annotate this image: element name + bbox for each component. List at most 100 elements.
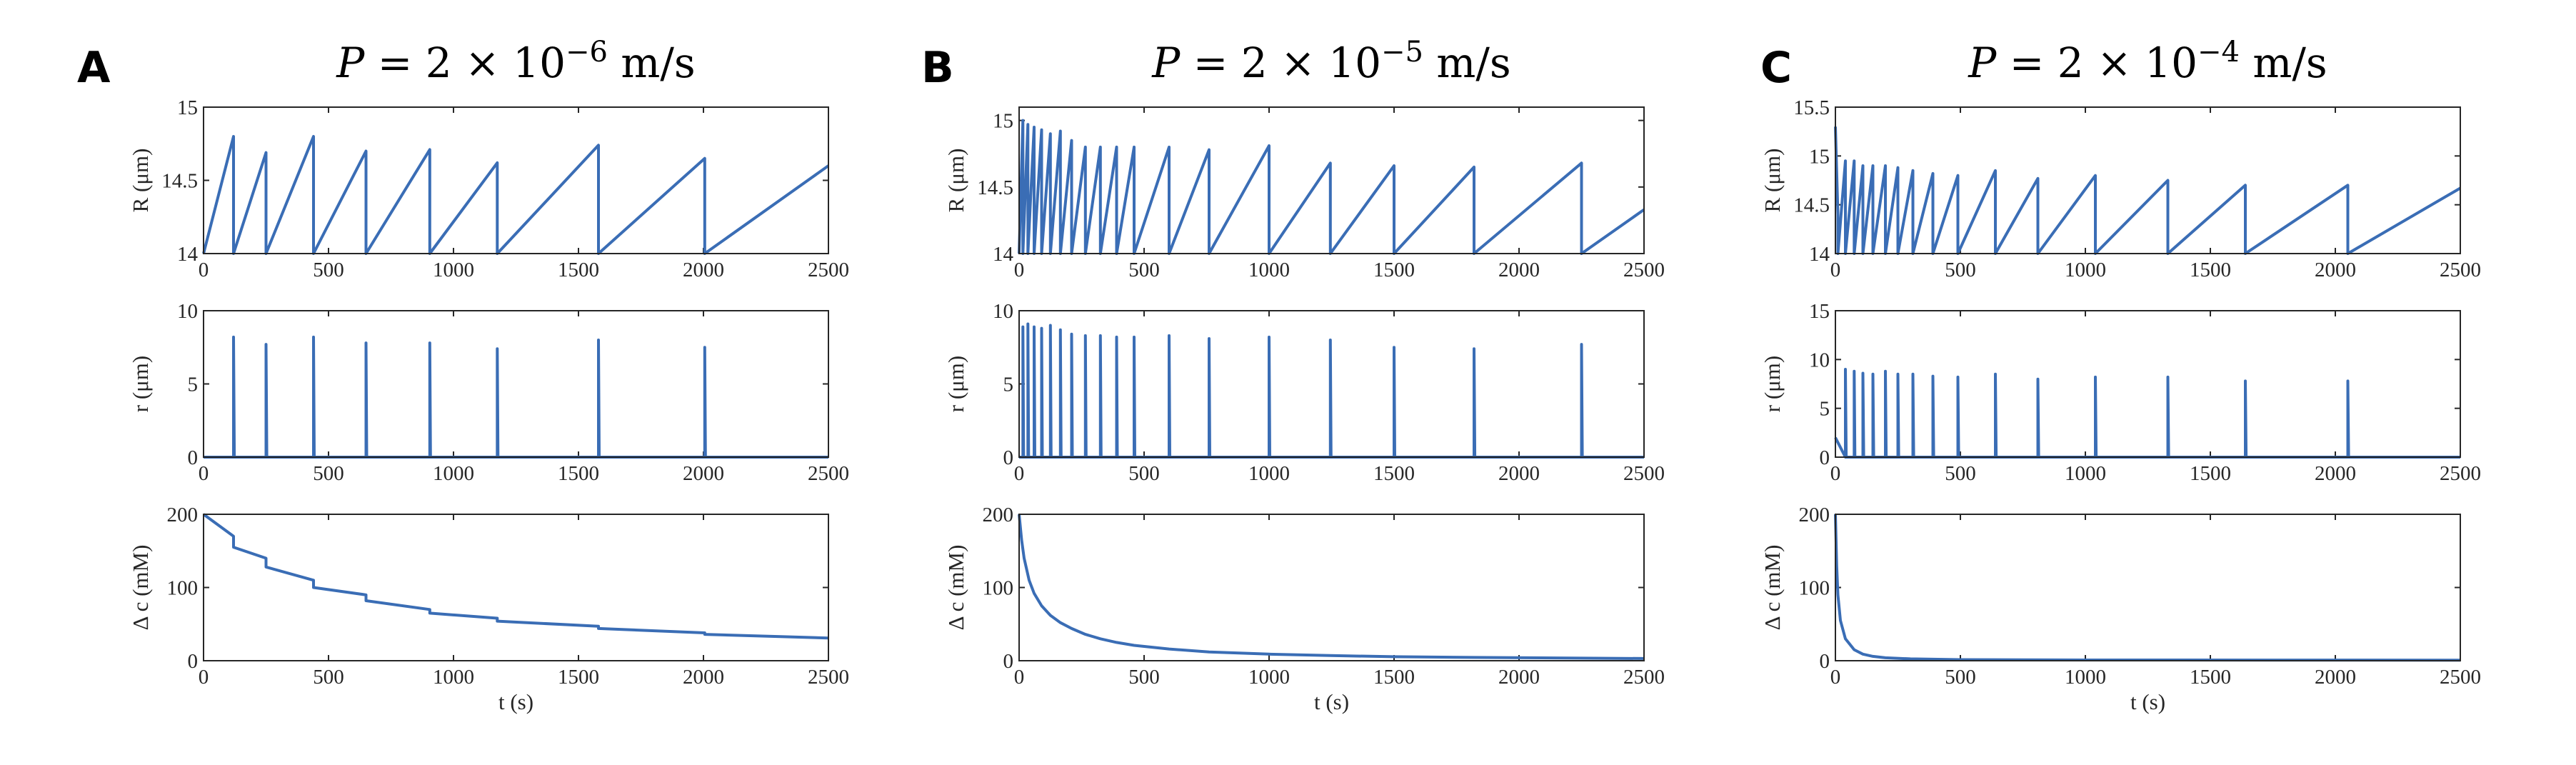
x-tick-label: 1500 (2190, 666, 2231, 689)
title-equation: = 2 × 10 (1996, 39, 2197, 87)
x-tick-label: 0 (1014, 259, 1025, 281)
panel-letter: B (921, 43, 954, 93)
x-tick-label: 1000 (433, 666, 474, 689)
x-tick-label: 1000 (433, 462, 474, 485)
series-line-dc (1018, 514, 1645, 660)
y-tick-label: 15 (177, 96, 198, 119)
title-variable: P (1151, 39, 1181, 87)
axes-frame (203, 514, 829, 661)
x-tick-label: 1000 (1248, 259, 1290, 281)
y-tick-label: 200 (1799, 504, 1830, 526)
x-tick-label: 1000 (1248, 666, 1290, 689)
y-tick-label: 200 (167, 504, 199, 526)
x-tick-label: 1000 (2065, 666, 2106, 689)
axes-frame (1835, 514, 2461, 661)
x-tick-label: 2500 (1623, 259, 1665, 281)
series-line-r (1019, 322, 1644, 459)
y-tick-label: 0 (188, 650, 199, 673)
chart-r: 0 500 1000 1500 2000 2500 0 5 10 r (μm) (943, 300, 1665, 485)
x-tick-label: 1500 (558, 259, 599, 281)
series-line-r (1834, 368, 2460, 459)
x-tick-label: 2000 (683, 259, 724, 281)
x-tick-label: 2000 (1498, 259, 1540, 281)
x-tick-label: 1500 (2190, 259, 2231, 281)
y-tick-label: 10 (993, 300, 1013, 323)
series-line-R (1834, 126, 2462, 255)
title-variable: P (336, 39, 365, 87)
title-unit: m/s (1423, 39, 1511, 87)
x-axis-label: t (s) (498, 689, 533, 714)
series-line-dc (1834, 514, 2461, 662)
x-tick-label: 1000 (2065, 259, 2106, 281)
x-tick-label: 500 (1128, 259, 1160, 281)
x-tick-label: 2500 (1623, 462, 1665, 485)
x-tick-label: 0 (1014, 666, 1025, 689)
y-tick-label: 14 (177, 243, 199, 266)
y-axis-label: R (μm) (943, 149, 968, 213)
x-tick-label: 2000 (683, 462, 724, 485)
x-tick-label: 500 (1945, 259, 1976, 281)
y-tick-label: 14 (993, 243, 1014, 266)
title-equation: = 2 × 10 (1180, 39, 1381, 87)
x-tick-label: 1500 (558, 666, 599, 689)
x-tick-label: 500 (1128, 462, 1160, 485)
y-axis-label: r (μm) (1760, 356, 1785, 412)
y-axis-label: Δ c (mM) (1760, 545, 1785, 631)
chart-r: 0 500 1000 1500 2000 2500 0 5 10 15 r (μm) (1760, 300, 2481, 485)
title-exponent: −6 (566, 36, 608, 69)
title-exponent: −4 (2197, 36, 2240, 69)
series-line-R (1018, 119, 1645, 255)
x-tick-label: 2000 (2315, 259, 2356, 281)
y-tick-label: 0 (188, 446, 199, 469)
axes-frame (1018, 514, 1645, 661)
x-tick-label: 0 (1830, 666, 1841, 689)
chart-dc: 0 500 1000 1500 2000 2500 0 100 200 Δ c (mM) t (s) (1760, 504, 2481, 714)
x-tick-label: 500 (1945, 666, 1976, 689)
x-tick-label: 2000 (2315, 666, 2356, 689)
panel-title: P = 2 × 10−4 m/s (1968, 36, 2327, 87)
x-tick-label: 0 (1830, 259, 1841, 281)
x-tick-label: 2500 (2440, 462, 2481, 485)
title-unit: m/s (2240, 39, 2327, 87)
chart-dc: 0 500 1000 1500 2000 2500 0 100 200 Δ c (mM) t (s) (943, 504, 1665, 714)
y-axis-label: R (μm) (128, 149, 153, 213)
y-tick-label: 100 (983, 577, 1014, 600)
x-axis-label: t (s) (1314, 689, 1349, 714)
panel-letter: C (1760, 43, 1792, 93)
y-tick-label: 15.5 (1793, 96, 1830, 119)
title-exponent: −5 (1381, 36, 1423, 69)
axes-frame (203, 310, 829, 458)
x-tick-label: 2000 (683, 666, 724, 689)
axes-frame (1018, 106, 1645, 254)
y-tick-label: 10 (177, 300, 198, 323)
y-tick-label: 14 (1809, 243, 1830, 266)
x-tick-label: 500 (1945, 462, 1976, 485)
y-tick-label: 15 (993, 110, 1013, 133)
y-tick-label: 15 (1809, 300, 1830, 323)
y-tick-label: 5 (1003, 374, 1014, 396)
panel-title: P = 2 × 10−6 m/s (336, 36, 695, 87)
y-tick-label: 100 (167, 577, 199, 600)
x-tick-label: 1500 (1373, 666, 1415, 689)
y-axis-label: r (μm) (128, 356, 153, 412)
x-tick-label: 2500 (1623, 666, 1665, 689)
x-tick-label: 2500 (2440, 259, 2481, 281)
axes-frame (1018, 310, 1645, 458)
x-tick-label: 1500 (2190, 462, 2231, 485)
x-tick-label: 0 (1830, 462, 1841, 485)
y-tick-label: 0 (1003, 446, 1014, 469)
y-tick-label: 5 (188, 374, 199, 396)
x-tick-label: 2000 (2315, 462, 2356, 485)
x-tick-label: 2500 (808, 462, 849, 485)
title-variable: P (1968, 39, 1997, 87)
y-axis-label: R (μm) (1760, 149, 1785, 213)
chart-r: 0 500 1000 1500 2000 2500 0 5 10 r (μm) (128, 300, 849, 485)
y-tick-label: 14.5 (977, 176, 1013, 199)
panel-letter: A (77, 43, 111, 93)
y-tick-label: 14.5 (1793, 194, 1830, 217)
x-tick-label: 0 (1014, 462, 1025, 485)
y-tick-label: 0 (1003, 650, 1014, 673)
x-tick-label: 500 (313, 666, 344, 689)
